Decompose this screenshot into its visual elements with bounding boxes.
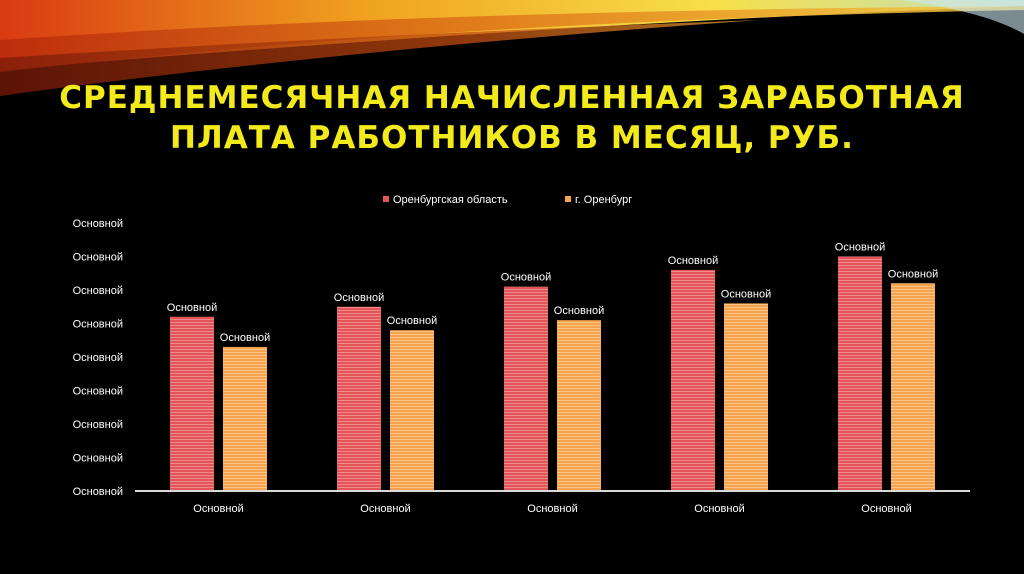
x-tick-label: Основной: [861, 503, 911, 515]
slide-title-line2: ПЛАТА РАБОТНИКОВ В МЕСЯЦ, РУБ.: [170, 120, 854, 156]
bar-series1: [838, 256, 882, 491]
y-tick-label: Основной: [73, 386, 123, 398]
legend-swatch-2: [565, 196, 571, 202]
legend-label-1: Оренбургская область: [393, 194, 508, 206]
x-tick-label: Основной: [360, 503, 410, 515]
bar-chart: Оренбургская область г. Оренбург Основной…: [73, 194, 970, 515]
bar-series1: [671, 269, 715, 491]
legend-label-2: г. Оренбург: [575, 194, 632, 206]
y-tick-label: Основной: [73, 352, 123, 364]
x-tick-label: Основной: [694, 503, 744, 515]
chart-legend: Оренбургская область г. Оренбург: [383, 194, 632, 206]
data-label-series2: Основной: [721, 288, 771, 300]
bar-series2: [891, 283, 935, 491]
bar-series2: [724, 303, 768, 491]
y-axis-ticks: Основной Основной Основной Основной Основной…: [73, 218, 123, 498]
bars-group: ОсновнойОсновнойОсновнойОсновнойОсновной…: [167, 242, 938, 491]
y-tick-label: Основной: [73, 453, 123, 465]
data-label-series2: Основной: [554, 305, 604, 317]
header-swoosh-decoration: [0, 0, 1024, 96]
bar-series2: [390, 330, 434, 491]
data-label-series2: Основной: [220, 332, 270, 344]
x-tick-label: Основной: [193, 503, 243, 515]
y-tick-label: Основной: [73, 486, 123, 498]
data-label-series1: Основной: [668, 255, 718, 267]
y-tick-label: Основной: [73, 419, 123, 431]
y-tick-label: Основной: [73, 218, 123, 230]
y-tick-label: Основной: [73, 319, 123, 331]
slide-title-line1: СРЕДНЕМЕСЯЧНАЯ НАЧИСЛЕННАЯ ЗАРАБОТНАЯ: [59, 80, 965, 116]
bar-series1: [504, 286, 548, 491]
bar-series1: [170, 316, 214, 491]
data-label-series1: Основной: [167, 302, 217, 314]
bar-series2: [223, 346, 267, 491]
data-label-series1: Основной: [835, 242, 885, 254]
legend-swatch-1: [383, 196, 389, 202]
bar-series2: [557, 320, 601, 491]
slide-title: СРЕДНЕМЕСЯЧНАЯ НАЧИСЛЕННАЯ ЗАРАБОТНАЯ ПЛ…: [40, 78, 984, 158]
data-label-series1: Основной: [334, 292, 384, 304]
data-label-series2: Основной: [387, 315, 437, 327]
x-tick-label: Основной: [527, 503, 577, 515]
x-axis-ticks: Основной Основной Основной Основной Основной: [193, 503, 911, 515]
data-label-series1: Основной: [501, 272, 551, 284]
bar-series1: [337, 306, 381, 491]
data-label-series2: Основной: [888, 268, 938, 280]
y-tick-label: Основной: [73, 252, 123, 264]
y-tick-label: Основной: [73, 285, 123, 297]
